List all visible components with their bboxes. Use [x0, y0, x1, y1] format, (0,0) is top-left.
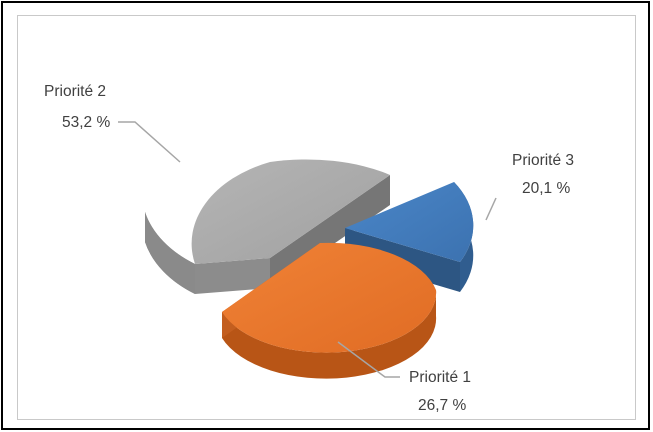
leader-line-priorite-2 — [118, 121, 181, 163]
leader-line-priorite-1 — [337, 341, 400, 378]
data-label-priorite-1-name: Priorité 1 — [409, 369, 471, 386]
data-label-priorite-1-value: 26,7 % — [418, 397, 466, 414]
leader-line-priorite-3 — [485, 197, 497, 221]
data-label-priorite-2-value: 53,2 % — [62, 114, 110, 131]
data-label-priorite-3-value: 20,1 % — [522, 180, 570, 197]
pie-slice-priorite-1 — [222, 242, 437, 379]
data-label-priorite-3-name: Priorité 3 — [512, 152, 574, 169]
data-label-priorite-2-name: Priorité 2 — [44, 83, 106, 100]
